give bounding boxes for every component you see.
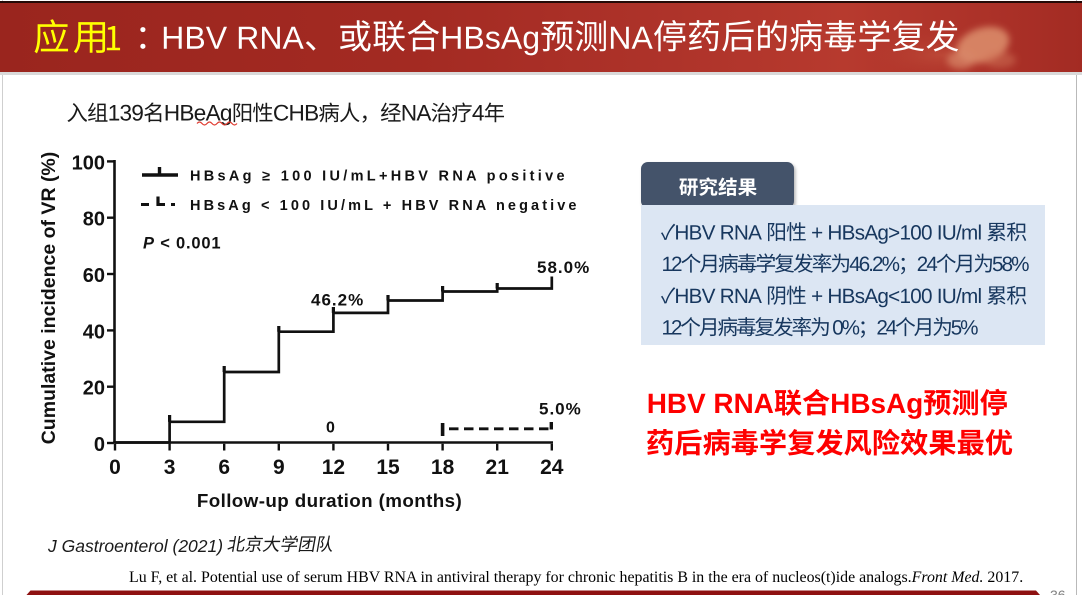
svg-text:0: 0 [109, 456, 121, 479]
svg-text:12: 12 [322, 456, 345, 479]
svg-text:Cumulative incidence of VR (%): Cumulative incidence of VR (%) [38, 152, 60, 445]
svg-text:80: 80 [83, 209, 105, 231]
svg-text:100: 100 [72, 152, 105, 174]
svg-text:HBsAg < 100 IU/mL + HBV RNA ne: HBsAg < 100 IU/mL + HBV RNA negative [190, 198, 580, 214]
svg-text:40: 40 [83, 321, 105, 343]
svg-text:5.0%: 5.0% [539, 400, 582, 419]
svg-text:3: 3 [164, 456, 176, 479]
svg-text:58.0%: 58.0% [537, 258, 590, 277]
svg-text:24: 24 [540, 456, 564, 479]
svg-text:15: 15 [376, 456, 400, 479]
svg-text:P < 0.001: P < 0.001 [143, 235, 221, 253]
svg-text:HBsAg ≥ 100 IU/mL+HBV RNA posi: HBsAg ≥ 100 IU/mL+HBV RNA positive [190, 169, 568, 185]
svg-text:60: 60 [83, 265, 105, 287]
svg-text:9: 9 [273, 456, 285, 479]
svg-text:6: 6 [218, 456, 230, 479]
svg-text:Follow-up duration (months): Follow-up duration (months) [197, 490, 462, 511]
svg-text:46.2%: 46.2% [311, 291, 364, 310]
svg-text:0: 0 [94, 434, 105, 456]
svg-text:20: 20 [83, 378, 105, 400]
svg-text:18: 18 [431, 456, 455, 479]
svg-text:21: 21 [486, 456, 510, 479]
svg-text:0: 0 [326, 420, 335, 437]
